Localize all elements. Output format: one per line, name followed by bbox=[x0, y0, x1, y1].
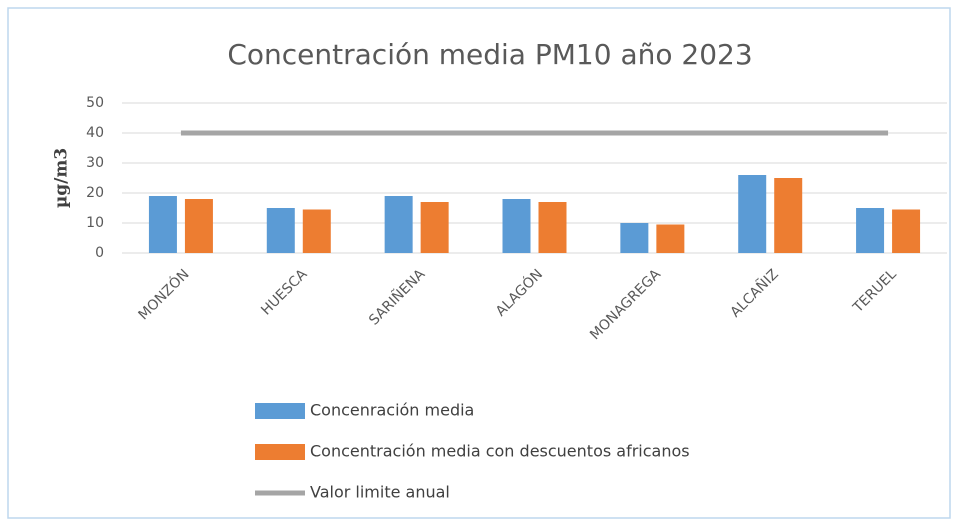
legend-label: Valor limite anual bbox=[310, 483, 450, 502]
legend-swatch bbox=[255, 444, 305, 460]
bar bbox=[302, 209, 331, 253]
bar bbox=[148, 196, 177, 253]
bar bbox=[656, 224, 685, 253]
bar bbox=[892, 209, 921, 253]
y-tick-label: 30 bbox=[86, 155, 104, 171]
bar bbox=[420, 202, 449, 253]
y-tick-label: 20 bbox=[86, 185, 104, 201]
bar bbox=[384, 196, 413, 253]
legend-label: Concentración media con descuentos afric… bbox=[310, 442, 690, 461]
bar bbox=[774, 178, 803, 253]
bar bbox=[184, 199, 213, 253]
legend-label: Concenración media bbox=[310, 401, 474, 420]
y-axis-label: µg/m3 bbox=[52, 148, 72, 208]
y-tick-label: 0 bbox=[95, 245, 104, 261]
chart-title: Concentración media PM10 año 2023 bbox=[227, 38, 752, 71]
bar bbox=[856, 208, 885, 253]
bar bbox=[620, 223, 649, 253]
bar bbox=[538, 202, 567, 253]
chart-frame bbox=[7, 7, 951, 519]
legend-swatch bbox=[255, 403, 305, 419]
bar bbox=[738, 175, 767, 253]
y-tick-label: 10 bbox=[86, 215, 104, 231]
bar bbox=[266, 208, 295, 253]
bar bbox=[502, 199, 531, 253]
y-tick-label: 50 bbox=[86, 95, 104, 111]
y-tick-label: 40 bbox=[86, 125, 104, 141]
